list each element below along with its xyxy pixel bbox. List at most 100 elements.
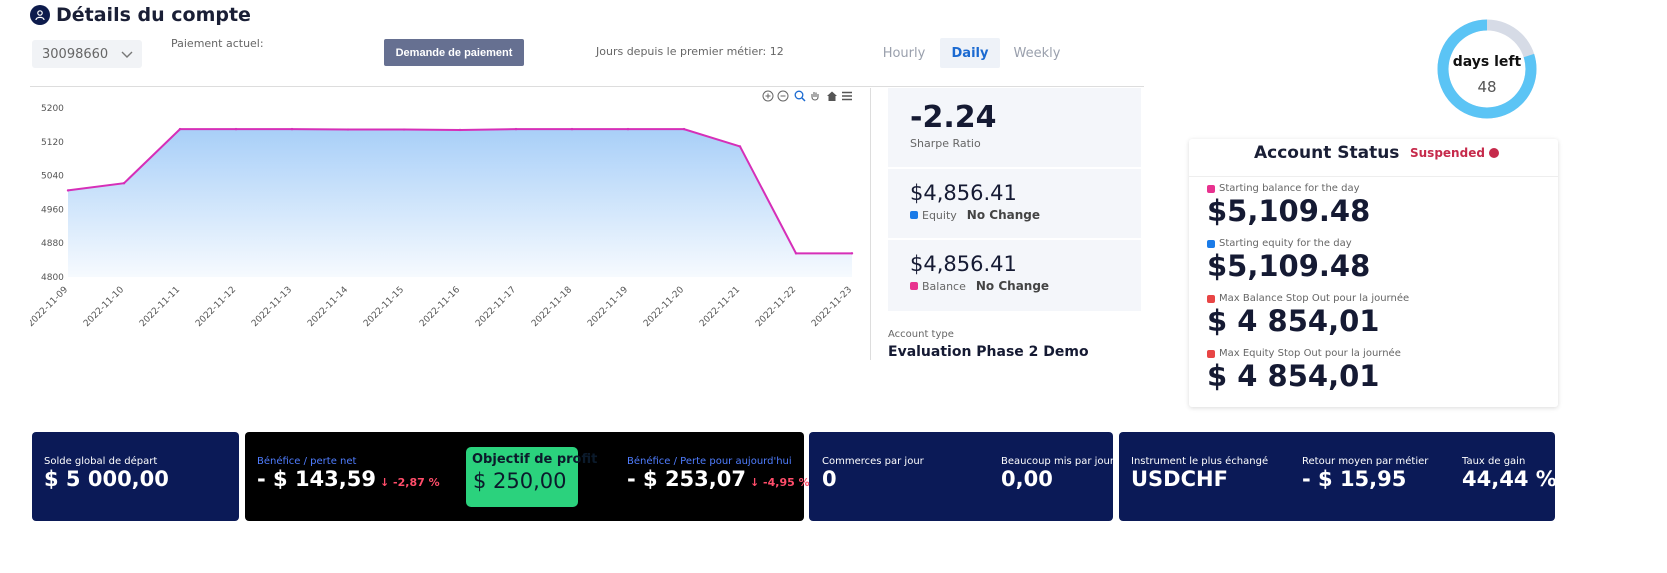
status-text: Suspended — [1410, 146, 1485, 160]
y-tick-label: 4800 — [41, 273, 64, 283]
home-reset-icon[interactable] — [826, 90, 838, 105]
account-select-value: 30098660 — [42, 46, 109, 62]
data-point — [738, 145, 742, 148]
global-start-label: Solde global de départ — [44, 456, 158, 467]
status-divider — [1189, 176, 1558, 177]
starting-equity-label: Starting equity for the day — [1219, 238, 1352, 249]
y-tick-label: 5200 — [41, 104, 64, 114]
x-tick-label: 2022-11-17 — [474, 285, 518, 328]
y-tick-label: 4880 — [41, 239, 64, 249]
tab-hourly[interactable]: Hourly — [882, 45, 926, 61]
win-rate-value: 44,44 % — [1462, 467, 1557, 491]
zoom-select-icon[interactable] — [794, 90, 806, 105]
data-point — [682, 127, 686, 131]
zoom-in-icon[interactable] — [762, 90, 774, 105]
max-balance-legend-icon — [1207, 294, 1215, 303]
today-pl-label: Bénéfice / Perte pour aujourd'hui — [627, 456, 792, 467]
chart-area-fill — [68, 129, 852, 277]
starting-equity-value: $5,109.48 — [1207, 249, 1371, 283]
net-pl-change: ↓ -2,87 % — [380, 476, 440, 489]
today-pl-change: ↓ -4,95 % — [750, 476, 810, 489]
chart-top-divider — [30, 86, 1144, 87]
x-tick-label: 2022-11-11 — [138, 285, 182, 328]
avg-return-label: Retour moyen par métier — [1302, 456, 1429, 467]
chart-right-divider — [870, 88, 871, 360]
top-instrument-label: Instrument le plus échangé — [1131, 456, 1269, 467]
trades-per-day-label: Commerces par jour — [822, 456, 924, 467]
days-left-value: 48 — [1477, 78, 1497, 96]
lots-per-day-value: 0,00 — [1001, 467, 1053, 491]
x-tick-label: 2022-11-13 — [250, 285, 294, 328]
data-point — [178, 127, 182, 131]
win-rate-label: Taux de gain — [1462, 456, 1526, 467]
data-point — [122, 182, 126, 185]
y-tick-label: 5040 — [41, 172, 64, 182]
equity-area-chart: 5200 5120 5040 4960 4880 4800 2022-11-09 2022-… — [30, 104, 854, 328]
starting-balance-card — [32, 432, 239, 521]
starting-balance-legend-icon — [1207, 184, 1215, 193]
x-tick-label: 2022-11-22 — [754, 285, 798, 328]
equity-sub: Equity No Change — [910, 208, 1040, 222]
today-pl-row: - $ 253,07 ↓ -4,95 % — [627, 467, 810, 491]
data-point — [458, 128, 462, 132]
equity-value: $4,856.41 — [910, 181, 1017, 205]
account-type-value: Evaluation Phase 2 Demo — [888, 344, 1089, 360]
sharpe-value: -2.24 — [910, 100, 997, 135]
balance-sub: Balance No Change — [910, 279, 1049, 293]
data-point — [290, 127, 294, 131]
payment-request-button[interactable]: Demande de paiement — [384, 39, 524, 66]
user-icon — [30, 5, 50, 25]
profit-objective-label: Objectif de profit — [472, 452, 598, 467]
trades-per-day-value: 0 — [822, 467, 837, 491]
x-tick-label: 2022-11-12 — [194, 285, 238, 328]
menu-icon[interactable] — [841, 90, 853, 105]
equity-change: No Change — [966, 208, 1040, 222]
status-item-label: Starting equity for the day — [1207, 238, 1352, 249]
chevron-down-icon — [120, 47, 134, 65]
profit-objective-box — [466, 447, 578, 507]
days-since-first-trade: Jours depuis le premier métier: 12 — [596, 45, 784, 58]
account-status-title: Account Status — [1254, 143, 1400, 163]
data-point — [402, 128, 406, 131]
avg-return-value: - $ 15,95 — [1302, 467, 1407, 491]
top-instrument-value: USDCHF — [1131, 467, 1228, 491]
tab-daily[interactable]: Daily — [940, 38, 1000, 68]
pan-icon[interactable] — [809, 90, 821, 105]
net-pl-value: - $ 143,59 — [257, 467, 376, 491]
data-point — [66, 189, 70, 192]
data-point — [794, 252, 798, 255]
data-point — [514, 127, 518, 131]
sharpe-card: -2.24 Sharpe Ratio — [888, 88, 1141, 167]
account-type-label: Account type — [888, 329, 954, 340]
donut-remaining-arc — [1437, 19, 1537, 119]
y-tick-label: 4960 — [41, 205, 64, 215]
equity-card: $4,856.41 Equity No Change — [888, 169, 1141, 238]
lots-per-day-label: Beaucoup mis par jour — [1001, 456, 1114, 467]
balance-legend-icon — [910, 282, 918, 290]
max-equity-value: $ 4 854,01 — [1207, 359, 1380, 393]
data-point — [850, 252, 854, 255]
starting-balance-label: Starting balance for the day — [1219, 183, 1360, 194]
tab-weekly[interactable]: Weekly — [1013, 45, 1061, 61]
status-dot-icon — [1488, 148, 1499, 158]
balance-card: $4,856.41 Balance No Change — [888, 240, 1141, 311]
net-pl-row: - $ 143,59 ↓ -2,87 % — [257, 467, 440, 491]
page-header: Détails du compte — [30, 4, 251, 26]
today-pl-value: - $ 253,07 — [627, 467, 746, 491]
x-tick-label: 2022-11-14 — [306, 285, 350, 328]
account-select[interactable]: 30098660 — [32, 40, 142, 68]
x-tick-label: 2022-11-18 — [530, 285, 574, 328]
equity-legend-icon — [910, 211, 918, 219]
status-item-label: Max Balance Stop Out pour la journée — [1207, 293, 1409, 304]
balance-label: Balance — [922, 279, 966, 293]
global-start-value: $ 5 000,00 — [44, 467, 169, 491]
data-point — [234, 127, 238, 131]
profit-objective-value: $ 250,00 — [473, 469, 567, 493]
instrument-card — [1119, 432, 1555, 521]
x-tick-label: 2022-11-20 — [642, 285, 686, 328]
equity-label: Equity — [922, 208, 957, 222]
zoom-out-icon[interactable] — [777, 90, 789, 105]
net-pl-label: Bénéfice / perte net — [257, 456, 357, 467]
trades-card — [809, 432, 1113, 521]
data-point — [570, 127, 574, 131]
